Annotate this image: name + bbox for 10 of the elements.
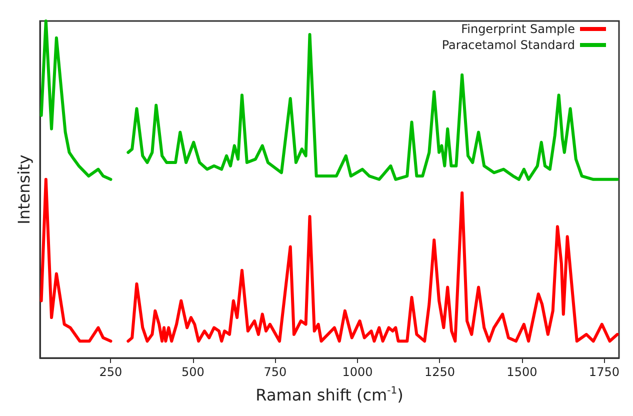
y-axis-title: Intensity: [14, 154, 34, 224]
x-tick-label: 1500: [506, 365, 538, 379]
x-tick-label: 500: [182, 365, 204, 379]
x-tick-label: 250: [99, 365, 122, 379]
x-tick-label: 750: [264, 365, 287, 379]
x-tick-label: 1750: [588, 365, 620, 379]
legend-label: Fingerprint Sample: [461, 22, 575, 36]
legend-label: Paracetamol Standard: [442, 38, 575, 52]
x-tick-label: 1250: [424, 365, 455, 379]
x-tick-label: 1000: [342, 365, 373, 379]
